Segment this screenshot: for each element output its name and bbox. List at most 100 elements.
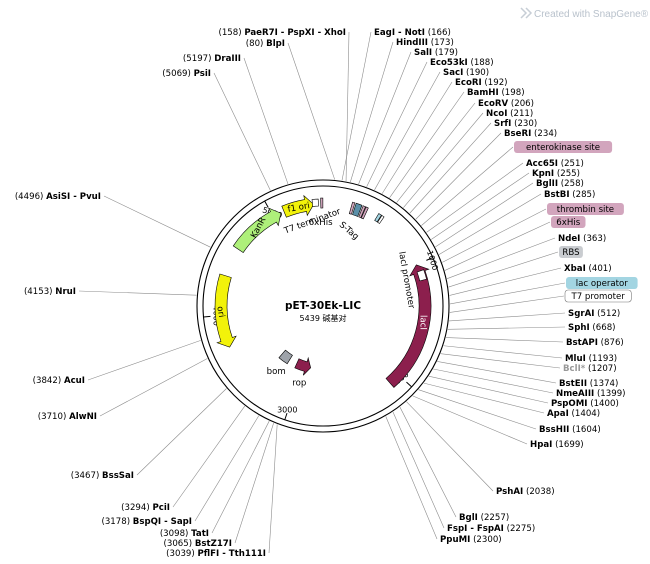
right-label: BseRI (234) [504, 129, 557, 139]
enzyme-position: (2257) [481, 513, 510, 523]
leader-line [409, 122, 492, 214]
leader-line [415, 132, 502, 220]
left-label: (3178) BspQI - SapI [101, 517, 192, 527]
right-label: SgrAI (512) [568, 309, 620, 319]
tick-mark [406, 381, 412, 388]
site-label-text: (3098) TatI [160, 529, 209, 539]
leader-line [448, 251, 559, 288]
enzyme-position: (5197) [183, 54, 212, 64]
enzyme-name: SphI [568, 323, 590, 333]
enzyme-name: HindIII [396, 38, 428, 48]
site-label-text: BssHII (1604) [539, 425, 601, 435]
enzyme-name: BstBI [544, 190, 570, 200]
feature-tag-box [547, 203, 624, 215]
site-label-text: (3039) PflFI - Tth111I [166, 549, 266, 559]
site-label-text: (3294) PciI [121, 503, 170, 513]
right-label: BssHII (1604) [539, 425, 601, 435]
enzyme-position: (3065) [164, 539, 193, 549]
site-label-text: SgrAI (512) [568, 309, 620, 319]
site-label-text: BamHI (198) [467, 88, 525, 98]
enzyme-position: (255) [557, 169, 580, 179]
site-label-text: Eco53kI (188) [430, 58, 494, 68]
feature-label-6xHis-n: 6xHis [309, 218, 333, 228]
enzyme-name: PciI [152, 503, 170, 513]
leader-line [431, 172, 530, 240]
enzyme-name: KpnI [532, 169, 554, 179]
leader-line [449, 282, 566, 305]
leader-line [392, 411, 445, 529]
enzyme-position: (1404) [572, 409, 601, 419]
right-label: EcoRV (206) [478, 99, 534, 109]
feature-tag-box [551, 216, 586, 228]
left-label: (3467) BssSaI [71, 471, 134, 481]
leader-line [287, 42, 336, 180]
feature-T7-terminator [311, 198, 319, 207]
enzyme-name: TatI [191, 529, 209, 539]
right-label: KpnI (255) [532, 169, 580, 179]
site-label-text: SalI (179) [414, 48, 458, 58]
feature-label-bom: bom [267, 367, 286, 377]
enzyme-position: (166) [428, 28, 451, 38]
enzyme-name: Acc65I [526, 159, 558, 169]
enzyme-position: (206) [511, 99, 534, 109]
site-label-text: EagI - NotI (166) [374, 28, 451, 38]
leader-line [345, 31, 350, 182]
enzyme-name: PshAI [496, 487, 523, 497]
leader-line [399, 406, 457, 518]
enzyme-position: (3098) [160, 529, 189, 539]
site-label-text: (3467) BssSaI [71, 471, 134, 481]
leader-line [442, 208, 547, 263]
site-label-text: BglI (2257) [459, 513, 509, 523]
enzyme-name: BclI* [563, 364, 586, 374]
feature-tag-box [514, 141, 613, 153]
feature-lacI [385, 264, 432, 388]
leader-line [445, 337, 564, 343]
leader-line [358, 51, 412, 185]
enzyme-position: (158) [218, 28, 241, 38]
right-label: HindIII (173) [396, 38, 454, 48]
site-label-text: KpnI (255) [532, 169, 580, 179]
site-label-text: BstBI (285) [544, 190, 595, 200]
enzyme-position: (4153) [24, 287, 53, 297]
feature-ori [214, 273, 237, 348]
site-label-text: PpuMI (2300) [440, 535, 502, 545]
enzyme-name: PsiI [194, 69, 211, 79]
right-label: Eco53kI (188) [430, 58, 494, 68]
left-label: (3842) AcuI [33, 376, 85, 386]
enzyme-name: AcuI [64, 376, 85, 386]
right-label: ApaI (1404) [547, 409, 600, 419]
enzyme-name: SacI [443, 68, 463, 78]
enzyme-position: (285) [572, 190, 595, 200]
right-label: BamHI (198) [467, 88, 525, 98]
site-label-text: (3178) BspQI - SapI [101, 517, 192, 527]
enzyme-position: (1193) [589, 354, 618, 364]
left-label: (4496) AsiSI - PvuI [15, 192, 101, 202]
right-label: FspI - FspAI (2275) [447, 524, 535, 534]
enzyme-position: (363) [583, 234, 606, 244]
enzyme-name: BssSaI [102, 471, 134, 481]
leader-line [103, 195, 211, 248]
tick-mark [203, 315, 211, 318]
feature-tag-text: 6xHis [556, 218, 580, 228]
right-label: XbaI (401) [564, 264, 612, 274]
enzyme-position: (3467) [71, 471, 100, 481]
enzyme-position: (190) [466, 68, 489, 78]
enzyme-position: (192) [484, 78, 507, 88]
enzyme-position: (3039) [166, 549, 195, 559]
feature-tag-text: thrombin site [557, 205, 614, 215]
enzyme-position: (1207) [588, 364, 617, 374]
site-label-text: BstAPI (876) [566, 338, 624, 348]
feature-tag-text: T7 promoter [570, 292, 625, 302]
enzyme-position: (668) [592, 323, 615, 333]
enzyme-position: (179) [435, 48, 458, 58]
site-label-text: NcoI (211) [486, 109, 533, 119]
site-label-text: PspOMI (1400) [551, 399, 619, 409]
backbone-outer-ring [196, 179, 450, 433]
enzyme-position: (4496) [15, 192, 44, 202]
site-label-text: HpaI (1699) [530, 440, 584, 450]
leader-line [172, 405, 246, 508]
enzyme-name: SrfI [494, 119, 511, 129]
enzyme-position: (234) [534, 129, 557, 139]
feature-T7-promoter [377, 215, 385, 224]
leader-line [446, 237, 556, 279]
